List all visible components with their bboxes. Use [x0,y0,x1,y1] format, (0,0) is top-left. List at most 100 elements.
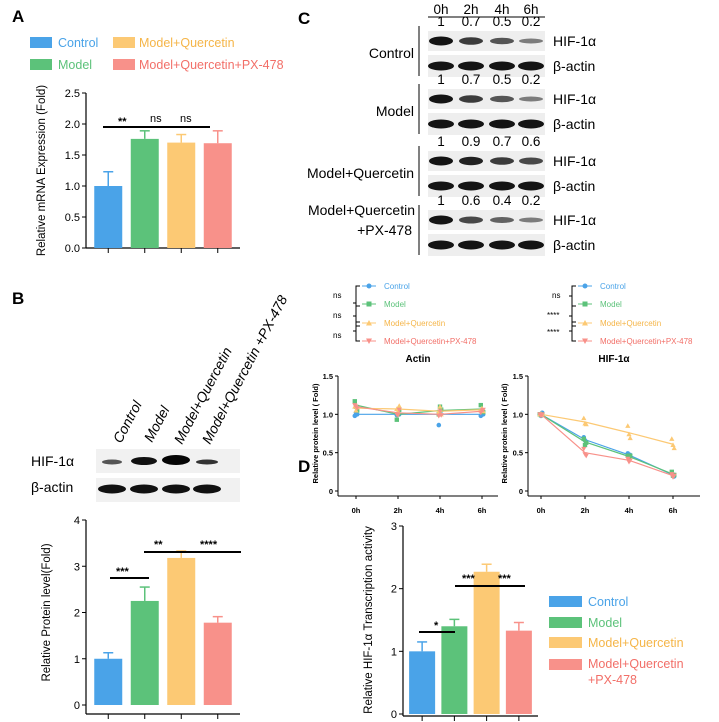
quant-value: 0.6 [462,193,481,208]
data-point [669,469,674,475]
actin-band [489,119,515,129]
hif-band [459,95,483,103]
data-point [478,402,483,408]
bar-model [441,626,468,714]
hif-band [429,156,453,166]
y-tick-label: 0 [329,487,333,496]
data-point [437,409,443,414]
x-tick-label: 2h [394,506,403,515]
sig-b-2: ** [154,539,163,551]
data-point [626,431,632,437]
series-line-px478 [540,413,674,477]
d-legend-swatch-px478 [549,659,582,670]
y-tick-label: 1.0 [513,410,523,419]
data-point [436,422,442,428]
timepoint-2h: 2h [463,2,478,17]
blot-strip-hif [428,151,545,171]
quant-value: 0.5 [493,72,512,87]
c-actin-legend-quercetin: Model+Quercetin [384,319,445,328]
panel-a-bar-chart: 0.0 0.5 1.0 1.5 2.0 2.5 Relative mRNA Expressi… [36,85,240,256]
x-tick-label: 0h [352,506,361,515]
bar-px478 [203,622,232,705]
data-point [671,445,677,451]
condition-label: Model [376,103,414,119]
y-tick-label: 3 [74,561,80,573]
sig-b-1: *** [116,566,130,578]
actin-band [428,61,454,71]
condition-label: Model+Quercetin [307,165,414,181]
panel-a-significance: ** ns ns [103,113,210,128]
blot-strip-actin [428,175,545,197]
c-actin-sig-2: ns [333,311,341,320]
blot-row-label-hif: HIF-1α [553,33,596,49]
panel-d-bar-chart: 0 1 2 3 Relative HIF-1α Transcription activi… [363,521,538,721]
hif-band [490,217,514,223]
y-tick-label: 1.0 [323,410,333,419]
data-point [581,446,587,452]
data-point [628,453,633,458]
y-tick-label: 0.0 [65,243,80,255]
hif-band [490,157,514,165]
hif-band [519,96,543,102]
bar-control [94,186,123,248]
actin-band [458,61,484,71]
data-point [353,407,359,413]
x-tick-label: 2h [581,506,590,515]
quant-value: 0.6 [522,134,541,149]
y-tick-label: 0.5 [65,212,80,224]
lane-label-control: Control [110,397,146,445]
c-hif-legend-model: Model [600,300,622,309]
actin-band [428,119,454,129]
data-point [671,473,677,479]
timepoint-6h: 6h [523,2,538,17]
bar-control [409,651,436,714]
data-point [438,413,444,418]
actin-band [458,181,484,191]
blot-row-label-hif: HIF-1α [553,91,596,107]
x-tick-label: 6h [669,506,678,515]
d-legend-model: Model [588,616,622,630]
y-tick-label: 1 [74,654,80,666]
y-tick-label: 2 [74,608,80,620]
sig-d-1: * [434,620,439,632]
blot-row-label-actin: β-actin [553,237,595,253]
legend-swatch-quercetin [113,37,135,48]
panel-label-c: C [298,9,310,28]
actin-band [458,119,484,129]
c-actin-legend-px478: Model+Quercetin+PX-478 [384,337,477,346]
hif-band [459,156,483,166]
d-legend-control: Control [588,595,628,609]
blot-strip-hif [428,210,545,230]
c-hif-legend-control: Control [600,282,626,291]
bar-control [94,658,123,705]
hif-band [519,38,543,44]
panel-c-actin-legend: ns ns ns Control Model Model+Quercetin M… [333,282,477,346]
quant-value: 1 [437,72,445,87]
quant-value: 1 [437,14,445,29]
data-point [539,412,545,417]
bar-px478 [203,143,232,248]
panel-b-bar-chart: 0 1 2 3 4 Relative Protein level(Fold) [41,515,240,719]
blot-strip-actin [428,234,545,256]
c-actin-sig-1: ns [333,291,341,300]
y-axis-label: Relative mRNA Expression (Fold) [36,85,48,256]
legend-swatch-model [30,59,52,70]
quant-value: 0.7 [462,72,481,87]
panel-label-b: B [12,289,24,308]
bar-quercetin [473,571,500,714]
bar-quercetin [167,557,196,705]
y-tick-label: 0 [519,487,523,496]
series-line-model [540,413,674,475]
d-legend-swatch-quercetin [549,637,582,648]
condition-label: Model+Quercetin [308,202,415,218]
quant-value: 0.2 [522,193,541,208]
bar-model [130,138,159,248]
blot-row-label-actin: β-actin [553,116,595,132]
panel-c-actin-line-chart: Actin 0 0.5 1.0 1.5 0h 2h 4h 6h Relative protein … [311,354,498,515]
actin-band [518,119,544,129]
d-legend-quercetin: Model+Quercetin [588,636,684,650]
condition-label: Control [369,45,414,61]
legend-label-control: Control [58,36,98,50]
blot-row-label-hif: HIF-1α [553,212,596,228]
hif-band [490,37,514,45]
